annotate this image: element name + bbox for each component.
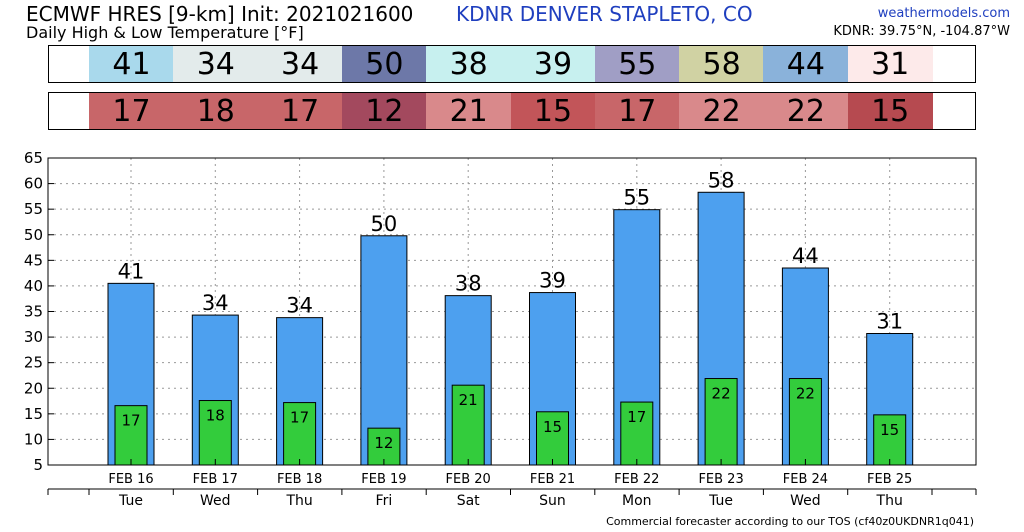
high-data-label: 34 [286, 294, 313, 318]
low-data-label: 12 [374, 434, 393, 452]
high-strip-cell: 34 [257, 46, 343, 82]
high-strip-cell: 55 [594, 46, 680, 82]
chart-subtitle: Daily High & Low Temperature [°F] [26, 23, 304, 42]
x-tick-label: FEB 17 [193, 472, 238, 487]
chart-title: ECMWF HRES [9-km] Init: 2021021600 [26, 2, 414, 26]
low-data-label: 17 [121, 412, 140, 430]
brand-link[interactable]: weathermodels.com [877, 6, 1010, 21]
footer-note: Commercial forecaster according to our T… [606, 515, 974, 528]
low-data-label: 22 [796, 385, 815, 403]
y-tick-label: 5 [33, 456, 43, 474]
plot-frame [47, 157, 977, 466]
x-tick-label: FEB 24 [783, 472, 828, 487]
low-data-label: 15 [543, 418, 562, 436]
low-bar [114, 405, 148, 466]
y-tick-label: 35 [24, 303, 43, 321]
low-bar [788, 378, 822, 466]
high-strip-cell: 34 [173, 46, 259, 82]
low-strip-cell: 15 [847, 93, 933, 129]
y-tick-label: 55 [24, 200, 43, 218]
low-strip-cell: 18 [173, 93, 259, 129]
high-data-label: 44 [792, 244, 819, 268]
low-bar [873, 414, 907, 466]
low-bar [451, 384, 485, 466]
low-data-label: 17 [627, 408, 646, 426]
high-data-label: 31 [876, 310, 903, 334]
low-strip-cell: 17 [257, 93, 343, 129]
high-strip-cell: 58 [679, 46, 765, 82]
low-bar [198, 400, 232, 466]
high-data-label: 50 [371, 212, 398, 236]
high-data-label: 34 [202, 291, 229, 315]
high-temperature-strip: 41 34 34 50 38 39 55 58 44 31 [48, 45, 976, 83]
x-tick-label: FEB 25 [867, 472, 912, 487]
weekday-label: Thu [285, 493, 312, 509]
high-strip-cell: 31 [847, 46, 933, 82]
low-strip-cell: 17 [594, 93, 680, 129]
low-strip-cell: 22 [763, 93, 849, 129]
low-strip-cell: 22 [679, 93, 765, 129]
high-strip-cell: 44 [763, 46, 849, 82]
low-strip-cell: 17 [89, 93, 174, 129]
high-data-label: 55 [623, 186, 650, 210]
x-tick-label: FEB 19 [361, 472, 406, 487]
y-tick-label: 40 [24, 277, 43, 295]
low-data-label: 17 [290, 409, 309, 427]
x-tick-label: FEB 16 [108, 472, 153, 487]
y-tick-label: 20 [24, 379, 43, 397]
x-tick-label: FEB 21 [530, 472, 575, 487]
weekday-label: Sun [539, 493, 566, 509]
low-strip-cell: 15 [510, 93, 596, 129]
weekday-label: Wed [200, 493, 231, 509]
high-data-label: 41 [118, 259, 145, 283]
y-tick-label: 10 [24, 430, 43, 448]
weekday-label: Tue [708, 493, 733, 509]
low-strip-cell: 12 [341, 93, 427, 129]
high-strip-cell: 41 [89, 46, 174, 82]
low-data-label: 21 [459, 391, 478, 409]
low-data-label: 22 [712, 385, 731, 403]
weekday-label: Wed [790, 493, 821, 509]
station-coordinates: KDNR: 39.75°N, -104.87°W [833, 24, 1010, 39]
high-strip-cell: 50 [341, 46, 427, 82]
low-bar [536, 411, 569, 466]
low-strip-cell: 21 [426, 93, 512, 129]
y-tick-label: 60 [24, 175, 43, 193]
y-tick-label: 30 [24, 328, 43, 346]
y-tick-label: 45 [24, 251, 43, 269]
low-data-label: 15 [880, 421, 899, 439]
x-tick-label: FEB 20 [446, 472, 491, 487]
weekday-label: Fri [376, 493, 393, 509]
y-tick-label: 65 [24, 149, 43, 167]
low-data-label: 18 [206, 407, 225, 425]
high-data-label: 58 [708, 168, 735, 192]
weekday-label: Sat [457, 493, 480, 509]
high-data-label: 38 [455, 272, 482, 296]
high-strip-cell: 38 [426, 46, 512, 82]
x-tick-label: FEB 18 [277, 472, 322, 487]
weekday-label: Tue [118, 493, 143, 509]
y-tick-label: 50 [24, 226, 43, 244]
high-strip-cell: 39 [510, 46, 596, 82]
y-tick-label: 15 [24, 405, 43, 423]
y-tick-label: 25 [24, 354, 43, 372]
high-bar [360, 235, 408, 466]
weekday-label: Thu [876, 493, 903, 509]
low-bar [283, 402, 317, 466]
high-data-label: 39 [539, 269, 566, 293]
x-tick-label: FEB 22 [614, 472, 659, 487]
low-temperature-strip: 17 18 17 12 21 15 17 22 22 15 [48, 92, 976, 130]
weekday-label: Mon [622, 493, 652, 509]
station-name: KDNR DENVER STAPLETO, CO [456, 2, 753, 26]
x-tick-label: FEB 23 [698, 472, 743, 487]
low-bar [620, 401, 654, 466]
